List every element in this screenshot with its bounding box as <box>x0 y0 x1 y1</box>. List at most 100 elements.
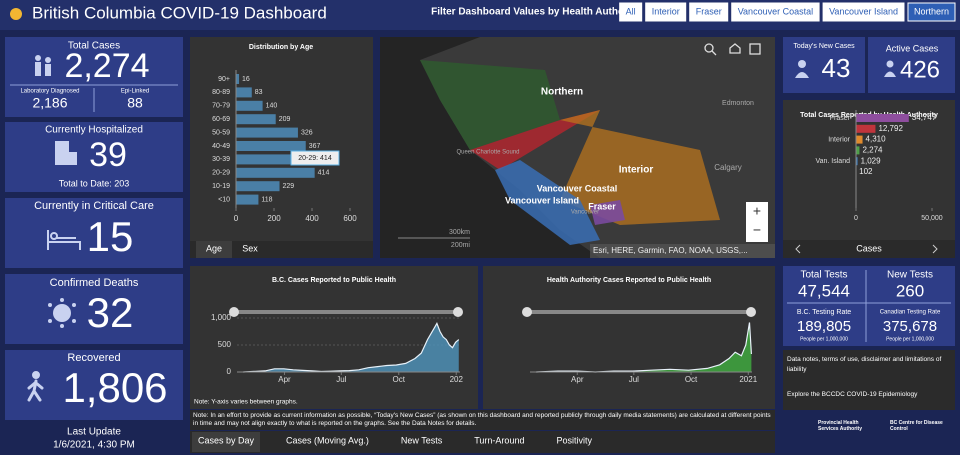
card-value: 260 <box>896 281 924 300</box>
filter-button[interactable] <box>619 2 643 22</box>
chart-title: B.C. Cases Reported to Public Health <box>272 277 396 284</box>
area <box>536 322 752 372</box>
filter-button-label[interactable]: Interior <box>652 6 680 16</box>
logo-text: BC Centre for Disease Control <box>890 420 943 432</box>
chart-note: Note: Y-axis varies between graphs. <box>194 399 298 406</box>
title: British Columbia COVID-19 Dashboard <box>32 3 327 22</box>
panel <box>483 266 775 409</box>
map-label: Vancouver Island <box>505 195 579 205</box>
tab[interactable]: New Tests <box>401 435 443 445</box>
value-label: 414 <box>318 170 330 177</box>
icon <box>55 141 77 165</box>
filter-button[interactable] <box>731 2 820 22</box>
x-tick-label: Oct <box>685 375 698 384</box>
card-label: Currently in Critical Care <box>34 200 154 212</box>
notes-link: Data notes, terms of use, disclaimer and… <box>787 356 941 373</box>
icon <box>27 371 44 402</box>
icon <box>795 60 896 78</box>
card-value: 375,678 <box>883 318 937 335</box>
tab[interactable]: Sex <box>242 243 258 253</box>
map-label: Northern <box>541 87 583 98</box>
card <box>868 37 955 93</box>
logo-area <box>783 412 955 453</box>
filter-button[interactable] <box>907 2 956 22</box>
value-label: 118 <box>261 196 272 203</box>
card-label: Total Tests <box>800 270 847 281</box>
tab[interactable]: Positivity <box>556 435 592 445</box>
filter-button-label[interactable]: Vancouver Island <box>829 6 898 16</box>
card-value: 15 <box>87 213 134 260</box>
bar <box>856 135 863 144</box>
sub-value: 88 <box>127 95 143 111</box>
region-fraser <box>590 200 625 225</box>
chart-title: Distribution by Age <box>249 44 313 51</box>
card-sub: Total to Date: 203 <box>59 178 130 188</box>
sub-label: Laboratory Diagnosed <box>20 89 79 95</box>
y-tick-label: 70-79 <box>212 103 230 110</box>
logo-text: Provincial Health Services Authority <box>818 420 862 432</box>
value-label: 326 <box>301 129 313 136</box>
note-bar <box>190 410 775 430</box>
tooltip-text: 20-29: 414 <box>298 155 332 162</box>
card-label: Today's New Cases <box>793 43 855 50</box>
tab[interactable]: Cases <box>856 243 882 253</box>
update-value: 1/6/2021, 4:30 PM <box>53 440 135 451</box>
card-value: 2,274 <box>64 47 149 85</box>
x-tick-label: 0 <box>234 214 239 223</box>
filter-button-label[interactable]: Fraser <box>696 6 722 16</box>
tab-active <box>192 432 261 452</box>
card-label: Total Cases <box>68 41 120 52</box>
x-tick-label: 50,000 <box>921 215 943 222</box>
bar <box>236 141 306 151</box>
tab[interactable]: Turn-Around <box>474 435 524 445</box>
region-northern <box>420 60 560 150</box>
x-tick-label: 200 <box>267 214 281 223</box>
x-tick-label: 202 <box>450 375 464 384</box>
bar <box>236 114 276 125</box>
y-tick-label: 20-29 <box>212 170 230 177</box>
card <box>5 122 183 192</box>
tab[interactable]: Age <box>206 243 222 253</box>
logo <box>10 8 22 20</box>
icon <box>48 298 76 328</box>
filter-button[interactable] <box>689 2 729 22</box>
slider-handle[interactable] <box>229 307 756 317</box>
slider[interactable] <box>232 310 460 314</box>
slider[interactable] <box>525 310 753 314</box>
logo-text: Provincial Health Services Authority <box>818 420 862 432</box>
value-label: 83 <box>255 89 263 96</box>
zoom-control[interactable] <box>746 202 768 242</box>
y-tick-label: 50-59 <box>212 129 230 136</box>
filter-button-label[interactable]: All <box>626 6 636 16</box>
bar <box>236 87 252 98</box>
notes-link: Explore the BCCDC COVID-19 Epidemiology <box>787 391 918 398</box>
value-label: 12,792 <box>878 124 903 133</box>
y-tick-label: Van. Island <box>815 158 850 165</box>
x-tick-label: Jul <box>629 375 639 384</box>
zoom-out[interactable]: − <box>753 222 761 238</box>
y-tick-label: 10-19 <box>212 183 230 190</box>
card-unit: People per 1,000,000 <box>800 336 848 342</box>
bar <box>856 157 858 166</box>
filter-button[interactable] <box>822 2 905 22</box>
tab[interactable]: Cases by Day <box>198 435 255 445</box>
tab[interactable]: Cases (Moving Avg.) <box>286 435 369 445</box>
chart-title: Health Authority Cases Reported to Publi… <box>547 277 711 284</box>
filter-button-label[interactable]: Northern <box>914 6 949 16</box>
card-label: Active Cases <box>886 43 939 53</box>
filter-button[interactable] <box>645 2 687 22</box>
card-value: 1,806 <box>62 364 167 411</box>
card-value: 32 <box>87 289 134 336</box>
card <box>5 198 183 268</box>
filter-button-label[interactable]: Vancouver Coastal <box>738 6 813 16</box>
x-tick-label: Apr <box>571 375 584 384</box>
panel <box>190 37 373 241</box>
x-tick-label: 0 <box>854 215 858 222</box>
bar <box>236 100 263 111</box>
notes-panel <box>783 350 955 410</box>
map-tools[interactable] <box>704 43 761 56</box>
y-tick-label: 0 <box>227 367 232 376</box>
zoom-in[interactable]: + <box>753 203 761 219</box>
